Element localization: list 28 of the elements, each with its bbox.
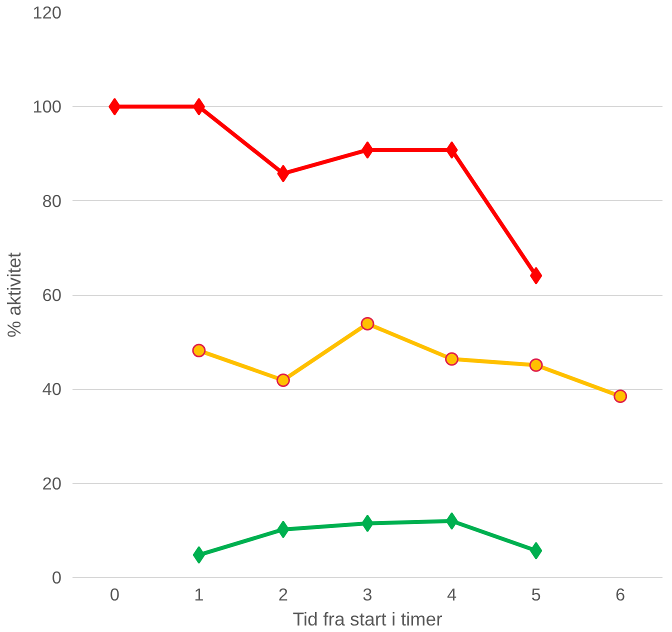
- point: [445, 352, 459, 366]
- point: [530, 542, 542, 560]
- x-tick-label: 6: [616, 584, 626, 604]
- point: [614, 389, 628, 403]
- point: [361, 141, 374, 159]
- point: [361, 514, 374, 532]
- x-tick-label: 5: [531, 584, 541, 604]
- y-tick-label: 0: [52, 568, 62, 588]
- point: [529, 358, 543, 372]
- point: [192, 98, 206, 116]
- x-tick-label: 1: [194, 584, 204, 604]
- point: [276, 373, 290, 387]
- y-tick-label: 120: [32, 2, 62, 22]
- point: [360, 316, 374, 330]
- y-tick-label: 100: [32, 96, 62, 117]
- x-tick-label: 3: [362, 584, 372, 604]
- y-axis-title: % aktivitet: [4, 252, 25, 338]
- point: [192, 546, 206, 564]
- x-axis-title: Tid fra start i timer: [292, 608, 442, 630]
- y-tick-label: 60: [42, 285, 62, 305]
- x-tick-label: 4: [446, 584, 457, 604]
- y-tick-label: 80: [42, 190, 62, 211]
- y-tick-label: 40: [42, 379, 62, 400]
- x-tick-label: 0: [110, 584, 120, 604]
- y-tick-label: 20: [42, 473, 62, 494]
- point: [192, 344, 206, 358]
- point: [530, 266, 542, 284]
- x-tick-label: 2: [278, 584, 288, 604]
